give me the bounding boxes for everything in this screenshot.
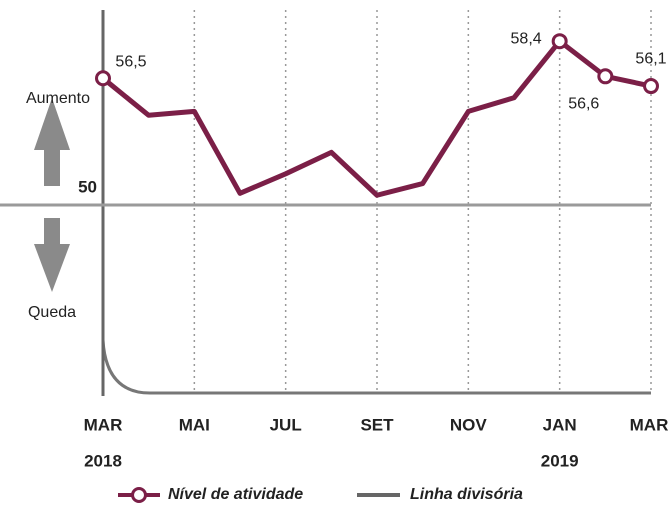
annotation-up: Aumento xyxy=(26,90,90,107)
x-tick-label: NOV xyxy=(450,415,488,434)
value-label: 56,6 xyxy=(568,96,599,113)
annotation-down: Queda xyxy=(28,304,76,321)
x-tick-label: JAN xyxy=(543,415,577,434)
point-marker xyxy=(643,78,659,95)
point-marker xyxy=(95,70,111,87)
legend-label: Nível de atividade xyxy=(168,486,303,503)
down-arrow xyxy=(34,244,70,292)
legend-label: Linha divisória xyxy=(410,486,523,503)
x-tick-label: JUL xyxy=(270,415,302,434)
x-tick-label: MAI xyxy=(179,415,210,434)
up-arrow xyxy=(34,98,70,188)
value-label: 58,4 xyxy=(511,30,542,47)
x-tick-label: SET xyxy=(360,415,394,434)
value-label: 56,1 xyxy=(635,50,666,67)
down-arrow-stem xyxy=(44,218,60,244)
x-year-label: 2019 xyxy=(541,451,579,470)
x-tick-label: MAR xyxy=(630,415,669,434)
x-year-label: 2018 xyxy=(84,451,122,470)
legend-marker xyxy=(131,487,147,503)
up-arrow-stem xyxy=(44,150,60,186)
x-tick-label: MAR xyxy=(84,415,123,434)
value-label: 56,5 xyxy=(115,53,146,70)
y-tick-label: 50 xyxy=(78,177,97,196)
point-marker xyxy=(551,33,568,50)
point-marker xyxy=(597,68,614,85)
